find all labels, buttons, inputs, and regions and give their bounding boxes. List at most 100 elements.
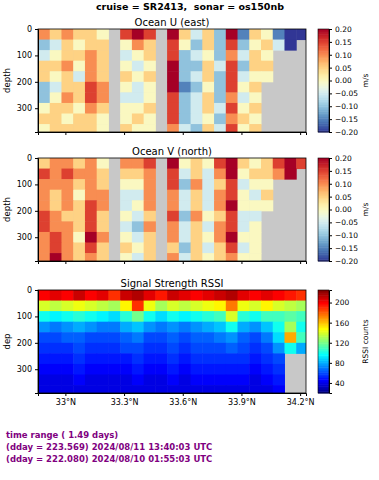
cell xyxy=(132,103,144,114)
cell xyxy=(50,50,62,61)
cell xyxy=(61,221,73,232)
cell xyxy=(97,232,109,243)
cell xyxy=(50,169,62,180)
cell xyxy=(38,190,50,201)
cell xyxy=(249,82,261,93)
x-tick: 33.6°N xyxy=(169,393,197,407)
cell xyxy=(238,322,250,333)
y-tick-label: 100 xyxy=(17,51,32,60)
cell xyxy=(226,61,238,72)
cell xyxy=(50,385,62,393)
cell xyxy=(214,158,226,169)
y-tick: 100 xyxy=(17,180,38,189)
y-axis-title: depth xyxy=(2,197,12,222)
y-axis: 0100200300 xyxy=(17,154,39,261)
cell xyxy=(261,353,273,364)
colorbar-tick-mark xyxy=(329,184,332,185)
cell xyxy=(132,311,144,322)
cell xyxy=(61,311,73,322)
cell xyxy=(61,211,73,222)
cell xyxy=(214,29,226,40)
cell xyxy=(273,322,285,333)
cell xyxy=(167,375,179,386)
colorbar-tick-mark xyxy=(329,343,332,344)
cell xyxy=(73,332,85,343)
cell xyxy=(38,124,50,132)
y-tick-mark xyxy=(35,290,38,291)
cell xyxy=(261,29,273,40)
footer-note: (dday = 223.569) 2024/08/11 13:40:03 UTC xyxy=(6,442,212,452)
cell xyxy=(155,343,167,354)
x-tick-mark xyxy=(241,132,242,135)
cell xyxy=(238,353,250,364)
cell xyxy=(97,92,109,103)
cell xyxy=(179,364,191,375)
cell xyxy=(144,61,156,72)
cell xyxy=(73,253,85,261)
cell xyxy=(85,353,97,364)
cell xyxy=(214,343,226,354)
cell xyxy=(202,179,214,190)
cell xyxy=(226,343,238,354)
cell xyxy=(249,290,261,301)
cell xyxy=(167,243,179,254)
cell xyxy=(167,290,179,301)
cell xyxy=(167,332,179,343)
cell xyxy=(132,114,144,125)
cell xyxy=(167,158,179,169)
cell xyxy=(120,114,132,125)
cell xyxy=(73,322,85,333)
y-tick-mark xyxy=(35,184,38,185)
cell xyxy=(38,375,50,386)
cell xyxy=(167,353,179,364)
cell xyxy=(50,190,62,201)
cell xyxy=(167,169,179,180)
cell xyxy=(261,190,273,201)
cell xyxy=(202,243,214,254)
cell xyxy=(214,114,226,125)
cell xyxy=(155,375,167,386)
cell xyxy=(61,124,73,132)
cell xyxy=(226,103,238,114)
cell xyxy=(38,364,50,375)
cell xyxy=(226,169,238,180)
plot-background xyxy=(38,158,306,261)
cell xyxy=(191,311,203,322)
cell xyxy=(179,82,191,93)
x-axis xyxy=(39,261,307,264)
footer-note: (dday = 222.080) 2024/08/10 01:55:03 UTC xyxy=(6,454,212,464)
cell xyxy=(249,103,261,114)
colorbar-tick-mark xyxy=(329,29,332,30)
x-tick xyxy=(183,261,184,264)
x-tick xyxy=(65,132,66,135)
cell xyxy=(144,253,156,261)
x-axis: 33°N33.3°N33.6°N33.9°N34.2°N xyxy=(39,393,315,407)
cell xyxy=(179,179,191,190)
cell xyxy=(61,169,73,180)
x-tick-mark xyxy=(300,132,301,135)
cell xyxy=(249,211,261,222)
cell xyxy=(73,343,85,354)
figure: cruise = SR2413, sonar = os150nbOcean U … xyxy=(0,0,379,480)
cell xyxy=(179,114,191,125)
cell xyxy=(61,179,73,190)
cell xyxy=(61,353,73,364)
cell xyxy=(85,124,97,132)
cell xyxy=(202,114,214,125)
cell xyxy=(202,322,214,333)
cell xyxy=(261,200,273,211)
cell xyxy=(97,158,109,169)
cell xyxy=(249,322,261,333)
colorbar-tick: 0.10 xyxy=(329,51,352,60)
cell xyxy=(61,29,73,40)
cell xyxy=(238,243,250,254)
colorbar-tick-mark xyxy=(329,235,332,236)
cell xyxy=(226,179,238,190)
cell xyxy=(85,169,97,180)
cell xyxy=(132,92,144,103)
cell xyxy=(97,124,109,132)
colorbar-tick-label: −0.05 xyxy=(335,218,358,227)
colorbar-tick: 200 xyxy=(329,298,350,307)
cell xyxy=(202,332,214,343)
cell xyxy=(249,40,261,51)
